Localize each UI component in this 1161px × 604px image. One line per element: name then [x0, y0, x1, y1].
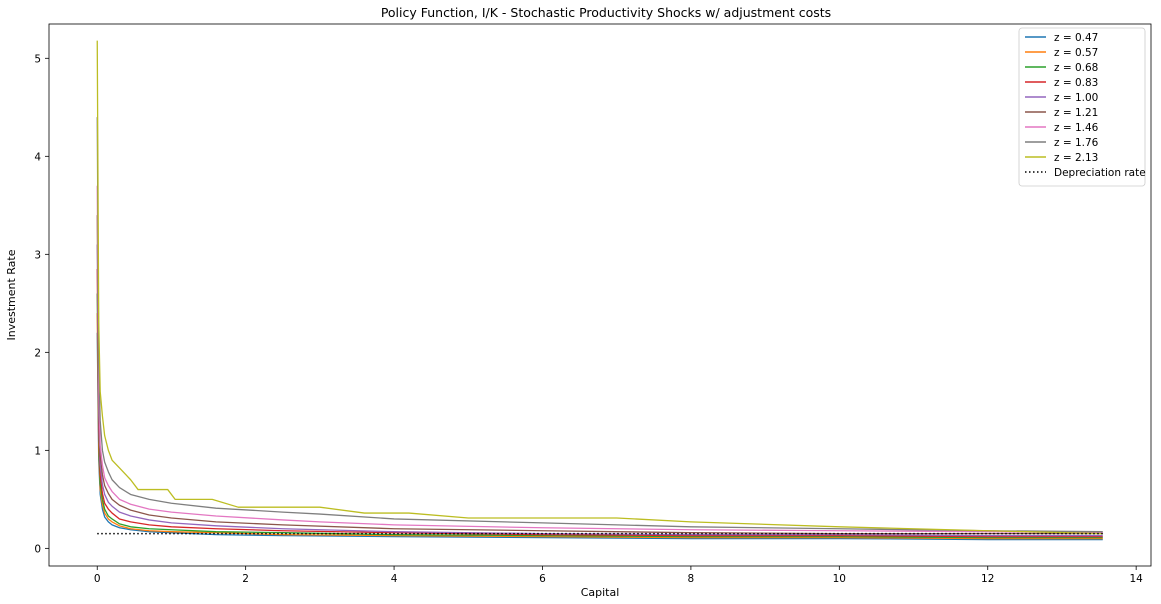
series-line-1: [96, 313, 1103, 540]
legend-label: z = 0.47: [1054, 32, 1098, 44]
y-axis: 0 1 2 3 4 5: [34, 53, 49, 555]
legend-label: z = 2.13: [1054, 152, 1098, 164]
series-line-0: [96, 332, 1103, 541]
y-tick-label: 2: [34, 347, 41, 359]
plot-area: [96, 40, 1103, 541]
x-axis-label: Capital: [581, 586, 620, 599]
x-tick-label: 2: [242, 573, 249, 585]
y-tick-label: 3: [34, 249, 41, 261]
x-tick-label: 6: [539, 573, 546, 585]
legend-label: z = 0.83: [1054, 77, 1098, 89]
legend: z = 0.47 z = 0.57 z = 0.68 z = 0.83 z = 1.00…: [1018, 27, 1146, 187]
x-tick-label: 10: [833, 573, 846, 585]
plot-frame: [48, 23, 1152, 567]
legend-label: z = 1.76: [1054, 137, 1099, 149]
chart-title: Policy Function, I/K - Stochastic Produc…: [381, 5, 831, 20]
legend-label: z = 1.46: [1054, 122, 1099, 134]
legend-label: Depreciation rate: [1054, 167, 1146, 179]
y-tick-label: 5: [34, 53, 41, 65]
x-tick-label: 0: [94, 573, 101, 585]
y-tick-label: 1: [34, 445, 41, 457]
series-line-4: [96, 244, 1103, 537]
x-tick-label: 12: [981, 573, 994, 585]
y-tick-label: 4: [34, 151, 41, 163]
x-tick-label: 14: [1129, 573, 1143, 585]
legend-label: z = 0.68: [1054, 62, 1098, 74]
y-tick-label: 0: [34, 543, 41, 555]
x-tick-label: 8: [688, 573, 695, 585]
series-line-8: [96, 40, 1103, 535]
legend-label: z = 0.57: [1054, 47, 1098, 59]
legend-label: z = 1.21: [1054, 107, 1098, 119]
series-line-5: [96, 215, 1103, 535]
legend-label: z = 1.00: [1054, 92, 1098, 104]
x-tick-label: 4: [391, 573, 398, 585]
y-axis-label: Investment Rate: [5, 249, 18, 340]
series-line-3: [96, 269, 1103, 538]
x-axis: 0 2 4 6 8 10 12 14: [94, 566, 1143, 585]
series-line-2: [96, 293, 1103, 539]
legend-box: [1018, 27, 1146, 187]
series-line-6: [96, 185, 1103, 534]
series-line-7: [96, 117, 1103, 533]
